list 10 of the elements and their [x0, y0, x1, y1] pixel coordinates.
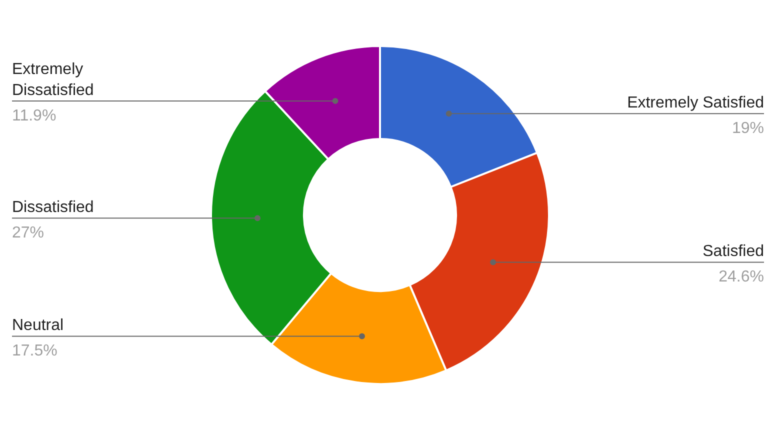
slice-label: Satisfied [702, 243, 764, 260]
data-label: 24.6% [718, 268, 764, 286]
data-label: 27% [12, 224, 44, 242]
data-label: 17.5% [12, 342, 58, 360]
data-label: 19% [732, 120, 764, 138]
slice-label: Neutral [12, 317, 64, 334]
slice-label: Extremely Satisfied [627, 94, 764, 112]
slice-label: Dissatisfied [12, 199, 94, 216]
slice-label: Extremely Dissatisfied [12, 60, 94, 99]
data-label: 11.9% [12, 107, 56, 124]
